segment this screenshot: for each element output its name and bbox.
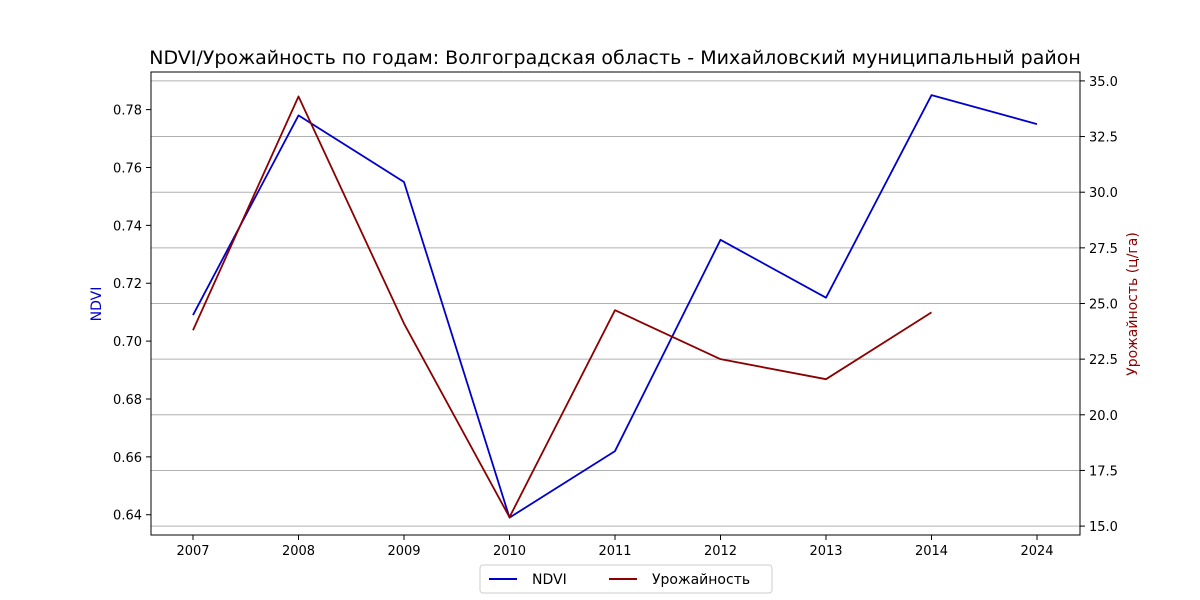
y-right-tick-label: 22.5 [1089,353,1118,368]
x-tick-label: 2012 [704,544,737,559]
series-line-yield [192,95,932,519]
grid-lines [151,80,1080,527]
x-tick-label: 2008 [282,544,315,559]
y-left-tick-label: 0.76 [113,161,142,176]
y-left-tick-label: 0.64 [113,509,142,524]
series-line-ndvi [192,94,1038,519]
y-right-tick-label: 20.0 [1089,409,1118,424]
y-axis-right: 15.0 17.5 20.0 22.5 25.0 27.5 30.0 32.5 35.0 [1080,75,1118,535]
x-tick-label: 2011 [598,544,631,559]
y-axis-left-label: NDVI [89,287,105,322]
y-right-tick-label: 30.0 [1089,186,1118,201]
chart-title: NDVI/Урожайность по годам: Волгоградская… [149,47,1081,69]
y-left-tick-label: 0.66 [113,451,142,466]
y-right-tick-label: 32.5 [1089,131,1118,146]
x-tick-label: 2024 [1020,544,1053,559]
x-tick-label: 2010 [493,544,526,559]
legend: NDVI Урожайность [479,564,773,594]
y-axis-right-label: Урожайность (ц/га) [1125,232,1141,376]
x-tick-label: 2014 [915,544,948,559]
y-right-tick-label: 35.0 [1089,75,1118,90]
y-left-tick-label: 0.78 [113,104,142,119]
y-right-tick-label: 17.5 [1089,464,1118,479]
series-layer [192,94,1038,519]
y-left-tick-label: 0.70 [113,335,142,350]
x-tick-label: 2007 [176,544,209,559]
y-axis-left: 0.64 0.66 0.68 0.70 0.72 0.74 0.76 0.78 [113,104,151,524]
y-right-tick-label: 25.0 [1089,298,1118,313]
y-left-tick-label: 0.72 [113,277,142,292]
x-tick-label: 2009 [387,544,420,559]
legend-yield-label: Урожайность [652,572,750,588]
y-left-tick-label: 0.74 [113,219,142,234]
y-right-tick-label: 15.0 [1089,520,1118,535]
x-tick-label: 2013 [809,544,842,559]
legend-ndvi-label: NDVI [532,572,567,588]
y-left-tick-label: 0.68 [113,393,142,408]
y-right-tick-label: 27.5 [1089,242,1118,257]
x-axis: 2007 2008 2009 2010 2011 2012 2013 2014 2024 [176,535,1054,559]
